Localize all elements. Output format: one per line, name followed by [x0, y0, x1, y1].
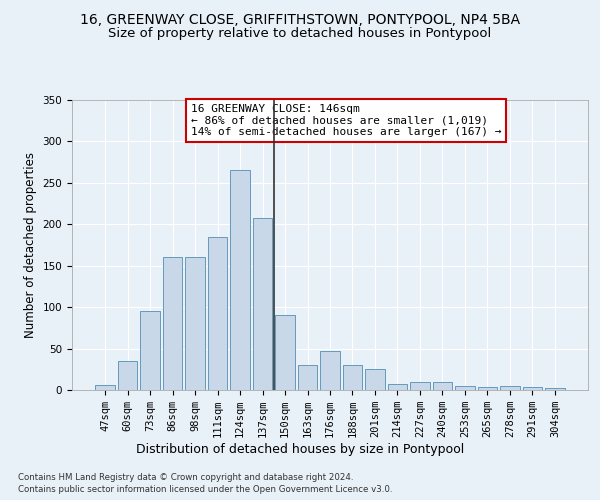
- Bar: [320, 351, 340, 390]
- Bar: [185, 258, 205, 390]
- Bar: [275, 316, 295, 390]
- Bar: [545, 388, 565, 390]
- Bar: [365, 370, 385, 390]
- Text: 16, GREENWAY CLOSE, GRIFFITHSTOWN, PONTYPOOL, NP4 5BA: 16, GREENWAY CLOSE, GRIFFITHSTOWN, PONTY…: [80, 12, 520, 26]
- Bar: [253, 218, 272, 390]
- Bar: [298, 365, 317, 390]
- Text: 16 GREENWAY CLOSE: 146sqm
← 86% of detached houses are smaller (1,019)
14% of se: 16 GREENWAY CLOSE: 146sqm ← 86% of detac…: [191, 104, 501, 138]
- Bar: [343, 365, 362, 390]
- Text: Size of property relative to detached houses in Pontypool: Size of property relative to detached ho…: [109, 28, 491, 40]
- Bar: [478, 386, 497, 390]
- Bar: [118, 361, 137, 390]
- Bar: [388, 384, 407, 390]
- Bar: [95, 385, 115, 390]
- Text: Contains public sector information licensed under the Open Government Licence v3: Contains public sector information licen…: [18, 485, 392, 494]
- Bar: [163, 258, 182, 390]
- Bar: [433, 382, 452, 390]
- Bar: [523, 386, 542, 390]
- Bar: [140, 312, 160, 390]
- Bar: [455, 386, 475, 390]
- Bar: [500, 386, 520, 390]
- Bar: [230, 170, 250, 390]
- Bar: [208, 236, 227, 390]
- Text: Distribution of detached houses by size in Pontypool: Distribution of detached houses by size …: [136, 442, 464, 456]
- Text: Contains HM Land Registry data © Crown copyright and database right 2024.: Contains HM Land Registry data © Crown c…: [18, 472, 353, 482]
- Bar: [410, 382, 430, 390]
- Y-axis label: Number of detached properties: Number of detached properties: [24, 152, 37, 338]
